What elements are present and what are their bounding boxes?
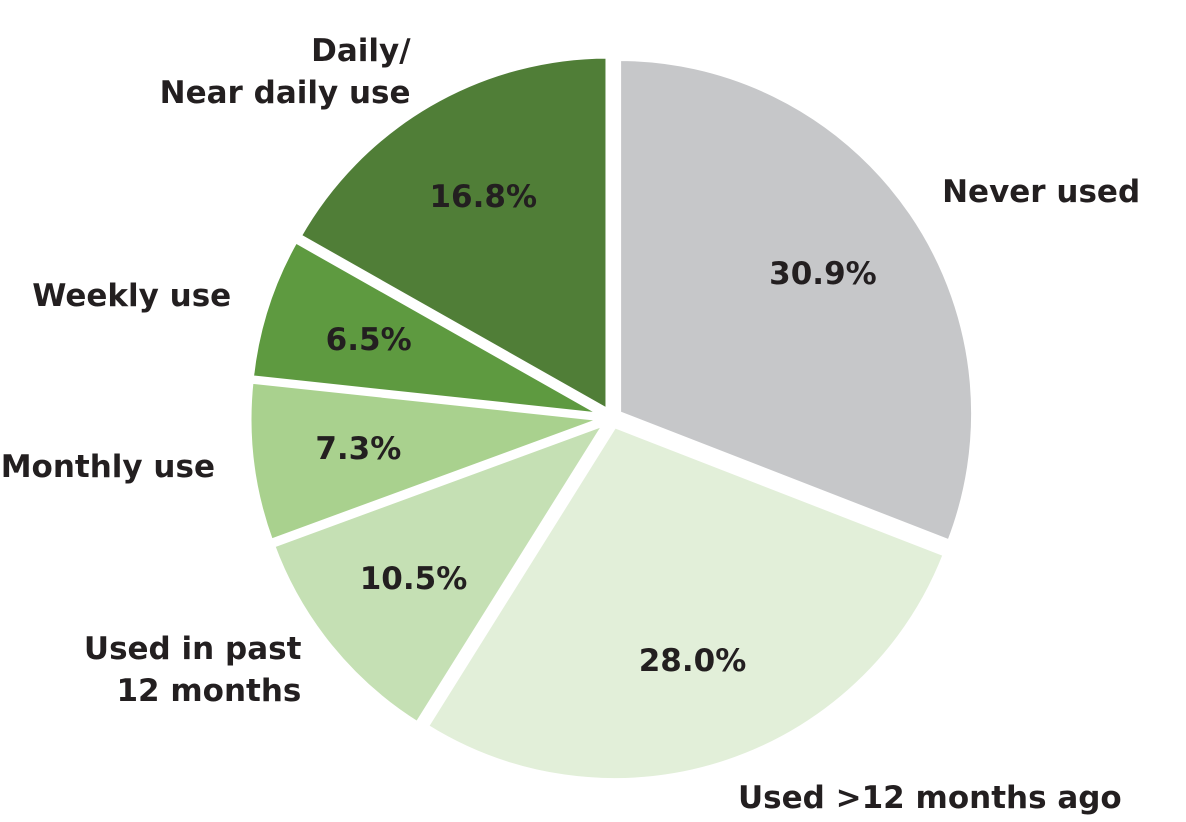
pie-slice [295, 53, 611, 416]
pie-slice [246, 378, 605, 545]
value-label: 16.8% [429, 179, 538, 216]
value-label: 7.3% [315, 431, 402, 468]
value-label: 28.0% [638, 642, 747, 679]
category-label: Daily/ Near daily use [159, 33, 411, 112]
pie-slice [269, 418, 612, 728]
value-label: 10.5% [359, 561, 468, 598]
pie-slice [248, 237, 606, 419]
category-label: Used in past 12 months [83, 631, 302, 710]
category-label: Never used [942, 174, 1141, 211]
pie-slice [616, 55, 977, 546]
category-label: Used >12 months ago [737, 779, 1122, 816]
pie-slice [422, 422, 949, 784]
category-label: Weekly use [32, 277, 232, 314]
value-label: 30.9% [769, 255, 877, 292]
category-label: Monthly use [0, 448, 215, 485]
value-label: 6.5% [325, 321, 412, 358]
